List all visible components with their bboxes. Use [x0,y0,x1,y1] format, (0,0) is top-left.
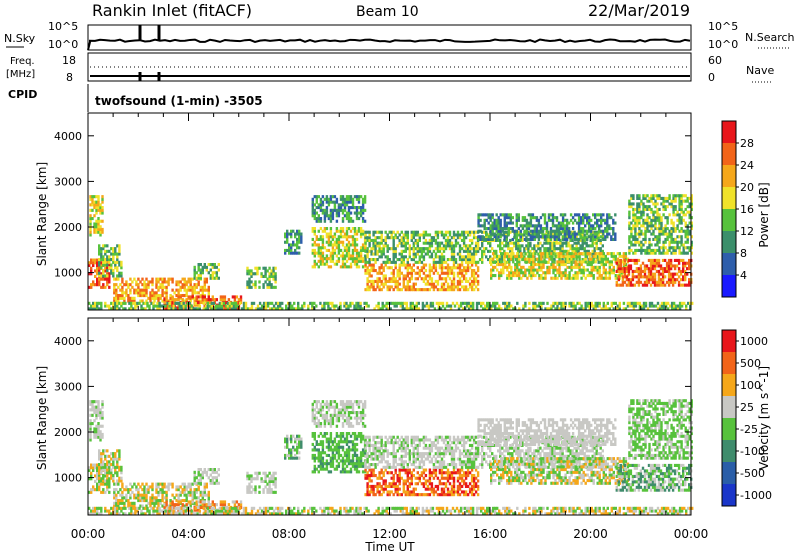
velocity-ylabel: Slant Range [km] [35,366,49,470]
nave-tick-bottom: 0 [708,71,715,84]
y-tick-label: 2000 [54,426,82,439]
x-tick-label: 20:00 [573,527,608,541]
colorbar-tick-label: -1000 [740,489,772,502]
y-tick-label: 4000 [54,335,82,348]
colorbar-swatch [722,143,736,165]
colorbar-swatch [722,330,736,352]
station-title: Rankin Inlet (fitACF) [92,1,252,20]
colorbar-swatch [722,231,736,253]
colorbar-tick-label: 16 [740,203,754,216]
colorbar-tick-label: 1000 [740,335,768,348]
x-tick-label: 12:00 [372,527,407,541]
colorbar-tick-label: 28 [740,137,754,150]
power-panel: 1000 2000 3000 4000 Slant Range [km] [35,113,693,310]
colorbar-swatch [722,484,736,506]
freq-panel: Freq. [MHz] 18 8 60 0 Nave [6,53,774,84]
x-tick-label: 16:00 [473,527,508,541]
y-tick-label: 1000 [54,472,82,485]
x-tick-label: 08:00 [272,527,307,541]
colorbar-tick-label: 12 [740,225,754,238]
x-tick-label: 00:00 [71,527,106,541]
colorbar-swatch [722,253,736,275]
colorbar-swatch [722,187,736,209]
beam-label: Beam 10 [356,4,419,20]
colorbar-swatch [722,352,736,374]
colorbar-tick-label: 8 [740,247,747,260]
power-colorbar-label: Power [dB] [757,182,771,247]
velocity-panel: 1000 2000 3000 4000 Slant Range [km] [35,318,693,515]
colorbar-tick-label: 25 [740,401,754,414]
date-label: 22/Mar/2019 [588,1,690,20]
colorbar-tick-label: 24 [740,159,754,172]
cpid-label: CPID [8,88,37,101]
freq-label-2: [MHz] [6,69,35,80]
colorbar-swatch [722,440,736,462]
colorbar-tick-label: -25 [740,423,758,436]
nsky-label: N.Sky [4,32,36,45]
x-tick-label: 04:00 [171,527,206,541]
nsky-tick-bottom: 10^0 [48,38,78,51]
y-tick-label: 3000 [54,380,82,393]
colorbar-tick-label: 20 [740,181,754,194]
nsky-series [88,40,690,50]
colorbar-swatch [722,396,736,418]
cpid-text: twofsound (1-min) -3505 [95,94,263,108]
freq-tick-bottom: 8 [66,71,73,84]
freq-tick-top: 18 [62,54,76,67]
x-axis-title: Time UT [364,540,415,554]
colorbar-swatch [722,374,736,396]
y-tick-label: 3000 [54,175,82,188]
colorbar-swatch [722,165,736,187]
power-colorbar: 4 8 12 16 20 24 28 [722,121,754,297]
velocity-colorbar-label: Velocity [m s^-1] [757,366,771,470]
x-axis: 00:00 04:00 08:00 12:00 16:00 20:00 00:00 [71,527,709,541]
nave-label: Nave [746,64,774,77]
colorbar-tick-label: 4 [740,269,747,282]
freq-label-1: Freq. [10,56,35,67]
colorbar-swatch [722,209,736,231]
nsky-tick-top: 10^5 [48,20,78,33]
colorbar-swatch [722,275,736,297]
nsearch-tick-top: 10^5 [708,20,738,33]
colorbar-swatch [722,121,736,143]
y-tick-label: 4000 [54,130,82,143]
nsearch-tick-bottom: 10^0 [708,38,738,51]
nsky-panel: N.Sky 10^5 10^0 10^5 10^0 N.Search [4,20,795,51]
y-tick-label: 1000 [54,267,82,280]
x-tick-label: 00:00 [674,527,709,541]
nsearch-label: N.Search [745,31,795,44]
nave-tick-top: 60 [708,54,722,67]
colorbar-swatch [722,418,736,440]
power-ylabel: Slant Range [km] [35,162,49,266]
colorbar-swatch [722,462,736,484]
y-tick-label: 2000 [54,221,82,234]
